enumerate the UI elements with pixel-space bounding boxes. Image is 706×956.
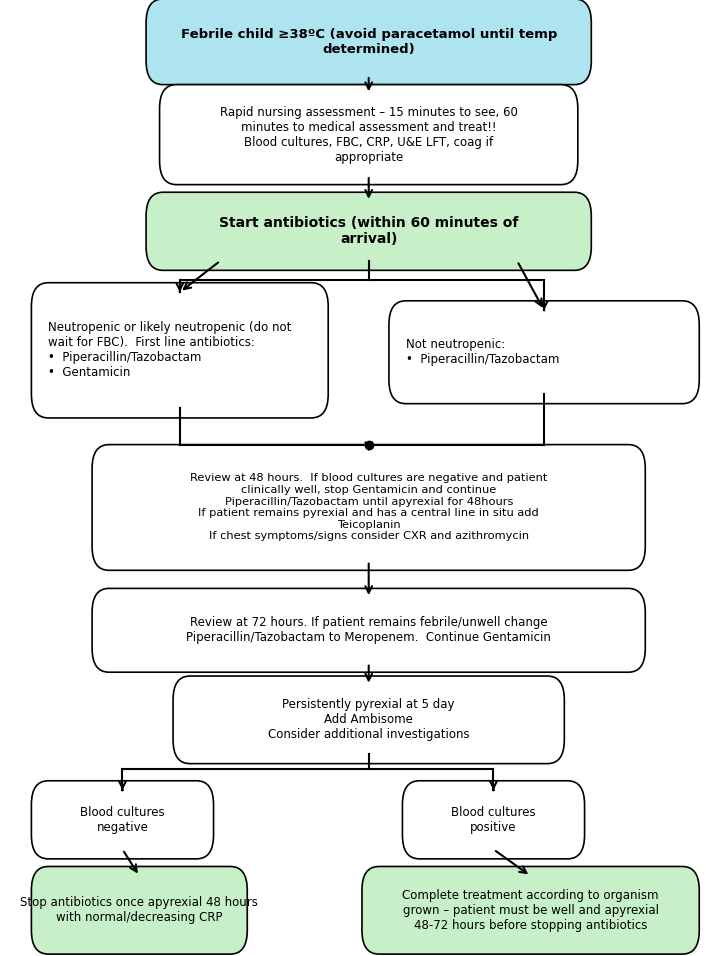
Text: Blood cultures
positive: Blood cultures positive <box>451 806 536 834</box>
FancyBboxPatch shape <box>31 866 247 954</box>
FancyBboxPatch shape <box>173 676 564 764</box>
FancyBboxPatch shape <box>389 301 699 403</box>
FancyBboxPatch shape <box>362 866 699 954</box>
FancyBboxPatch shape <box>31 283 328 418</box>
FancyBboxPatch shape <box>92 445 645 571</box>
FancyBboxPatch shape <box>146 192 592 271</box>
Text: Stop antibiotics once apyrexial 48 hours
with normal/decreasing CRP: Stop antibiotics once apyrexial 48 hours… <box>20 897 258 924</box>
Text: Review at 48 hours.  If blood cultures are negative and patient
clinically well,: Review at 48 hours. If blood cultures ar… <box>190 473 547 541</box>
Text: Not neutropenic:
•  Piperacillin/Tazobactam: Not neutropenic: • Piperacillin/Tazobact… <box>406 338 559 366</box>
FancyBboxPatch shape <box>31 781 213 858</box>
FancyBboxPatch shape <box>402 781 585 858</box>
Text: Start antibiotics (within 60 minutes of
arrival): Start antibiotics (within 60 minutes of … <box>219 216 518 247</box>
Text: Blood cultures
negative: Blood cultures negative <box>80 806 164 834</box>
Text: Febrile child ≥38ºC (avoid paracetamol until temp
determined): Febrile child ≥38ºC (avoid paracetamol u… <box>181 28 557 55</box>
Text: Neutropenic or likely neutropenic (do not
wait for FBC).  First line antibiotics: Neutropenic or likely neutropenic (do no… <box>48 321 292 380</box>
FancyBboxPatch shape <box>92 588 645 672</box>
Text: Persistently pyrexial at 5 day
Add Ambisome
Consider additional investigations: Persistently pyrexial at 5 day Add Ambis… <box>268 698 469 741</box>
Text: Review at 72 hours. If patient remains febrile/unwell change
Piperacillin/Tazoba: Review at 72 hours. If patient remains f… <box>186 617 551 644</box>
Text: Rapid nursing assessment – 15 minutes to see, 60
minutes to medical assessment a: Rapid nursing assessment – 15 minutes to… <box>220 105 517 163</box>
FancyBboxPatch shape <box>146 0 592 85</box>
Text: Complete treatment according to organism
grown – patient must be well and apyrex: Complete treatment according to organism… <box>402 889 659 932</box>
FancyBboxPatch shape <box>160 85 578 185</box>
